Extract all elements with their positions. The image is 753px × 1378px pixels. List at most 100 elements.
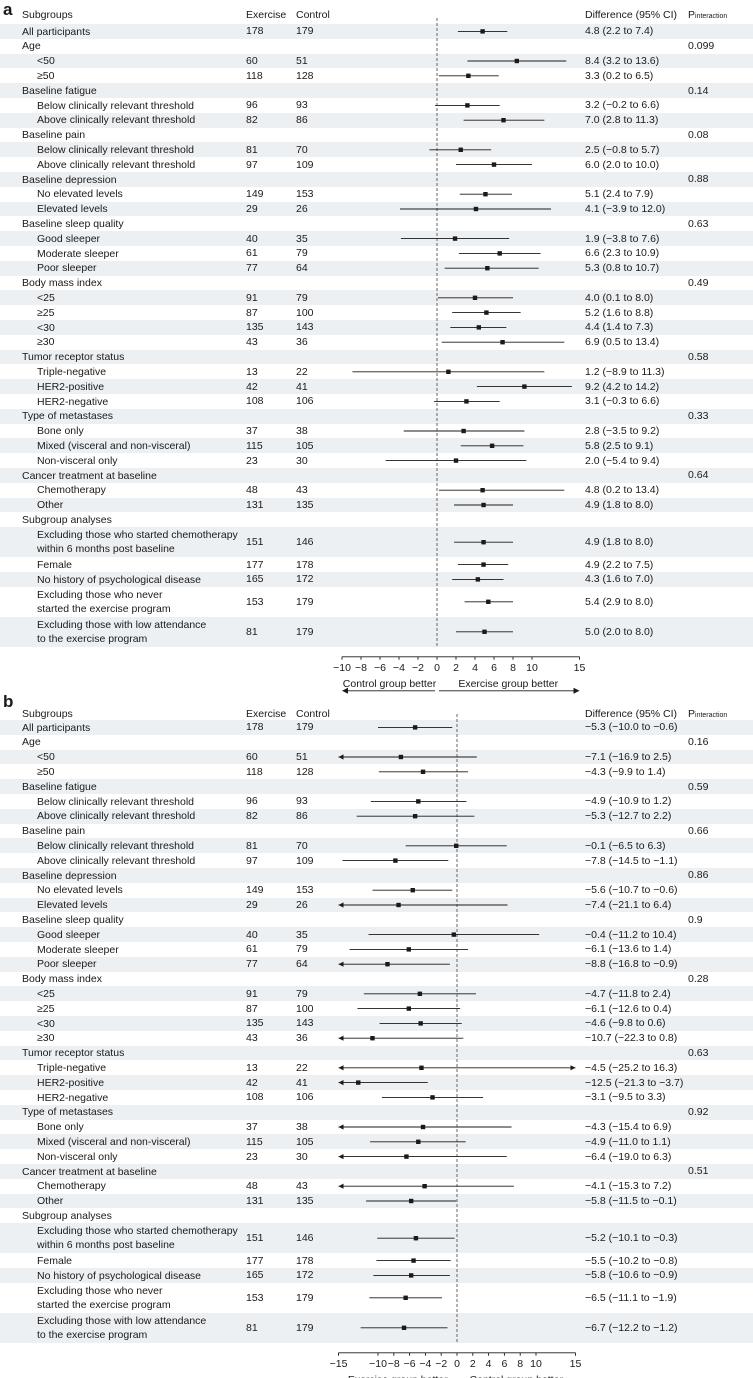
point-estimate [464,399,469,404]
exercise-n: 96 [246,99,258,112]
row-label: <30 [37,321,55,334]
exercise-n: 87 [246,306,258,319]
row-label: Age [22,40,41,53]
x-tick-label: 10 [526,662,538,674]
p-interaction: 0.16 [688,736,709,749]
x-tick-label: 2 [470,1358,476,1370]
table-row: Baseline depression 0.86 [0,868,753,883]
point-estimate [408,1273,414,1278]
ci-right-arrow [570,1065,576,1071]
exercise-n: 48 [246,484,258,497]
difference-ci: −8.8 (−16.8 to −0.9) [585,958,678,971]
p-interaction: 0.64 [688,469,709,482]
table-row: Other 131 135 4.9 (1.8 to 8.0) [0,497,753,513]
point-estimate [418,1021,423,1026]
control-n: 128 [296,765,314,778]
exercise-n: 82 [246,810,258,823]
exercise-n: 115 [246,439,263,452]
control-n: 26 [296,202,308,215]
control-n: 178 [296,558,314,571]
point-estimate [466,73,471,78]
exercise-n: 81 [246,839,258,852]
point-estimate [472,295,478,300]
row-label: Below clinically relevant threshold [37,143,194,156]
ci-left-arrow [338,961,344,967]
row-label: Chemotherapy [37,1180,106,1193]
exercise-n: 29 [246,202,258,215]
table-row: Excluding those who never started the exe… [0,1283,753,1313]
control-n: 79 [296,987,308,1000]
row-label: ≥25 [37,306,55,319]
forest-plot-panel-a: a Subgroups Exercise Control Difference (95… [0,0,753,694]
control-n: 106 [296,1091,314,1104]
point-estimate [413,1236,419,1241]
row-label: HER2-negative [37,1091,109,1104]
table-row: Baseline fatigue 0.14 [0,83,753,98]
exercise-n: 40 [246,232,258,245]
difference-ci: 4.8 (0.2 to 13.4) [585,484,660,497]
point-estimate [461,428,466,434]
p-interaction: 0.66 [688,824,709,837]
point-estimate [473,206,479,212]
control-n: 36 [296,336,308,349]
difference-ci: −0.1 (−6.5 to 6.3) [585,839,666,852]
control-n: 51 [296,54,308,67]
row-label: Baseline fatigue [22,780,97,793]
difference-ci: 4.9 (1.8 to 8.0) [585,498,654,511]
header-exercise: Exercise [246,708,287,720]
x-tick-label: −4 [419,1358,431,1370]
table-row: ≥50 118 128 3.3 (0.2 to 6.5) [0,68,753,83]
x-tick-label: 4 [486,1358,492,1370]
control-n: 143 [296,321,314,334]
point-estimate [416,1139,421,1144]
point-estimate [420,769,426,774]
difference-ci: 2.0 (−5.4 to 9.4) [585,454,660,467]
control-n: 109 [296,854,314,867]
difference-ci: 4.9 (2.2 to 7.5) [585,558,654,571]
x-tick-label: 15 [570,1358,582,1370]
difference-ci: −7.4 (−21.1 to 6.4) [585,898,672,911]
header-p-main: P [688,708,696,720]
header-p-interaction: Pinteraction [688,708,727,720]
header-subgroups: Subgroups [22,708,73,720]
row-label-line2: to the exercise program [37,632,148,645]
table-row: Baseline depression 0.88 [0,172,753,187]
row-label: Bone only [37,1121,84,1134]
p-interaction: 0.92 [688,1106,709,1119]
difference-ci: −6.5 (−11.1 to −1.9) [585,1291,677,1304]
row-label: HER2-positive [37,380,105,393]
point-estimate [356,1080,361,1085]
point-estimate [430,1095,435,1100]
row-label-line2: started the exercise program [37,602,171,615]
table-row: Moderate sleeper 61 79 6.6 (2.3 to 10.9) [0,246,753,261]
exercise-n: 81 [246,1321,258,1334]
point-estimate [401,1325,407,1330]
control-n: 22 [296,1061,308,1074]
point-estimate [465,103,470,108]
control-n: 179 [296,625,314,638]
x-tick-label: −10 [333,662,351,674]
x-tick-label: −2 [435,1358,447,1370]
point-estimate [406,947,412,952]
exercise-n: 177 [246,558,264,571]
row-label: <50 [37,751,55,764]
control-n: 146 [296,1232,314,1245]
forest-plot-svg: −10 −8 −6 −4 −2 0 2 4 6 8 10 15 Control group better… [333,18,585,694]
table-row: Bone only 37 38 −4.3 (−15.4 to 6.9) [0,1120,753,1135]
control-n: 100 [296,1002,314,1015]
exercise-n: 43 [246,336,258,349]
table-row: Below clinically relevant threshold 96 93 3… [0,98,753,113]
exercise-n: 23 [246,454,258,467]
exercise-n: 153 [246,1291,264,1304]
exercise-n: 149 [246,188,264,201]
control-n: 146 [296,536,314,549]
difference-ci: 6.0 (2.0 to 10.0) [585,158,660,171]
exercise-n: 81 [246,143,258,156]
point-estimate [489,443,495,448]
exercise-n: 151 [246,1232,264,1245]
row-label: Excluding those who never [37,1284,163,1297]
point-estimate [452,236,458,241]
point-estimate [393,858,398,863]
row-label: Excluding those with low attendance [37,618,207,631]
table-row: Baseline pain 0.08 [0,128,753,143]
